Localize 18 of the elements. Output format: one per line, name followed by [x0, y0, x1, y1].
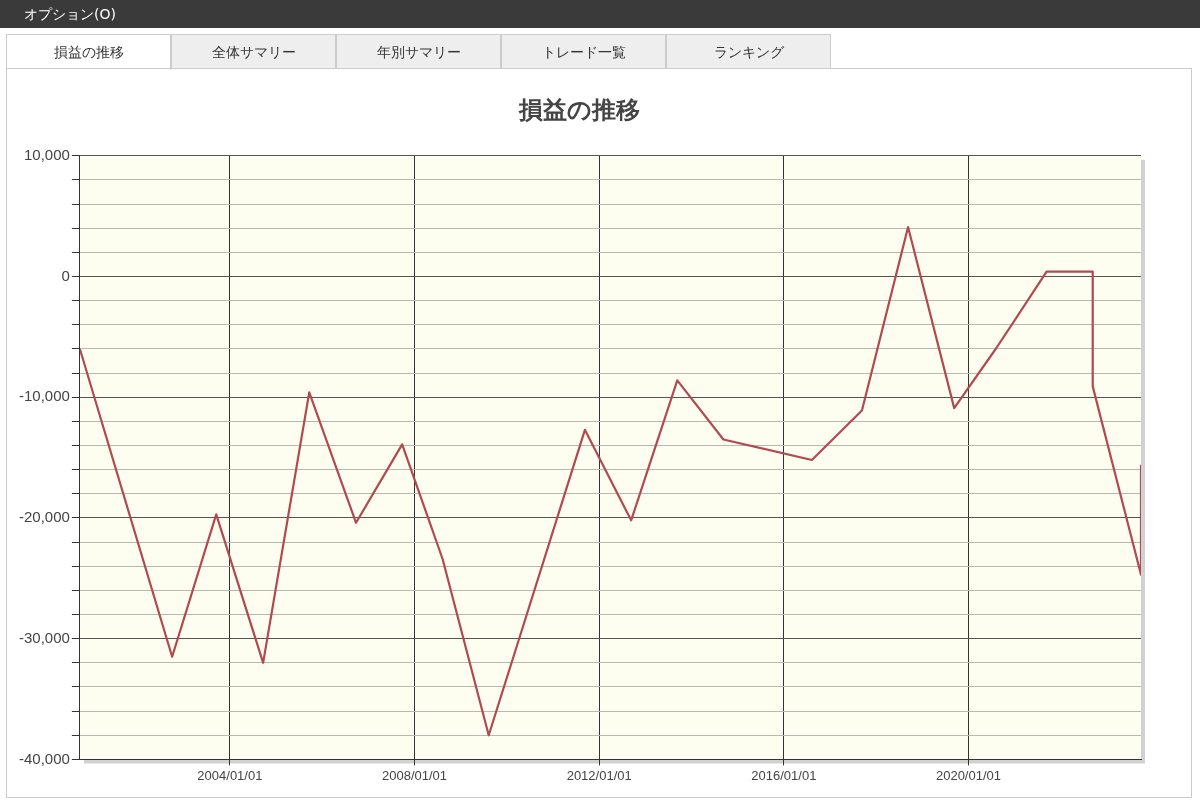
y-tick-label: 0 [61, 266, 70, 284]
x-tick-label: 2016/01/01 [751, 767, 817, 783]
y-tick-label: -10,000 [19, 387, 70, 405]
text: トレード一覧 [501, 34, 666, 68]
y-tick-label: -20,000 [19, 508, 70, 526]
text: 年別サマリー [336, 34, 501, 68]
x-tick-label: 2004/01/01 [197, 767, 263, 783]
x-tick-label: 2012/01/01 [566, 767, 632, 783]
text: オプション(O) [0, 0, 1200, 28]
y-tick-label: 10,000 [23, 145, 70, 163]
text: 全体サマリー [171, 34, 336, 68]
text: 損益の推移 [6, 34, 171, 70]
chart-title: 損益の推移 [517, 95, 640, 124]
x-tick-label: 2008/01/01 [382, 767, 448, 783]
text: ランキング [666, 34, 831, 68]
y-tick-label: -30,000 [19, 628, 70, 646]
x-tick-label: 2020/01/01 [935, 767, 1002, 783]
y-tick-label: -40,000 [19, 749, 70, 767]
